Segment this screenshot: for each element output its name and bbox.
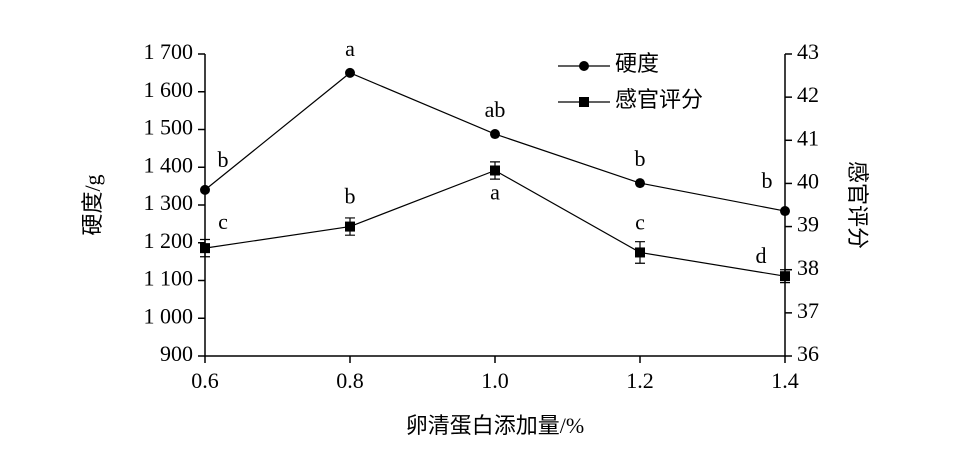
y-tick-label: 1 700 xyxy=(144,39,194,64)
marker xyxy=(200,184,210,195)
significance-label: ab xyxy=(485,97,506,122)
legend-marker xyxy=(579,97,589,107)
y2-tick-label: 38 xyxy=(797,255,819,280)
x-tick-label: 0.6 xyxy=(191,368,219,393)
significance-label: a xyxy=(345,36,355,61)
y-tick-label: 1 100 xyxy=(144,266,194,291)
marker xyxy=(345,67,355,78)
significance-label: d xyxy=(756,243,767,268)
legend-label: 感官评分 xyxy=(615,87,703,112)
y2-tick-label: 42 xyxy=(797,82,819,107)
legend-label: 硬度 xyxy=(615,51,659,76)
marker xyxy=(780,271,790,282)
y2-tick-label: 43 xyxy=(797,39,819,64)
marker xyxy=(345,221,355,232)
marker xyxy=(635,247,645,258)
significance-label: b xyxy=(218,147,229,172)
x-tick-label: 0.8 xyxy=(336,368,364,393)
y2-tick-label: 36 xyxy=(797,341,819,366)
y2-axis-label: 感官评分 xyxy=(845,161,870,249)
y-tick-label: 1 300 xyxy=(144,190,194,215)
y-tick-label: 1 500 xyxy=(144,115,194,140)
y-tick-label: 1 000 xyxy=(144,303,194,328)
marker xyxy=(635,178,645,189)
x-tick-label: 1.4 xyxy=(771,368,799,393)
y2-tick-label: 40 xyxy=(797,168,819,193)
significance-label: c xyxy=(635,210,645,235)
y-axis-label: 硬度/g xyxy=(80,174,105,235)
significance-label: a xyxy=(490,180,500,205)
y-tick-label: 900 xyxy=(160,341,193,366)
marker xyxy=(200,243,210,254)
marker xyxy=(490,129,500,140)
y-tick-label: 1 600 xyxy=(144,77,194,102)
significance-label: b xyxy=(345,184,356,209)
y2-tick-label: 41 xyxy=(797,125,819,150)
significance-label: b xyxy=(762,168,773,193)
y2-tick-label: 39 xyxy=(797,212,819,237)
significance-label: c xyxy=(218,209,228,234)
y-tick-label: 1 200 xyxy=(144,228,194,253)
significance-label: b xyxy=(635,146,646,171)
marker xyxy=(780,206,790,217)
y2-tick-label: 37 xyxy=(797,298,819,323)
legend-marker xyxy=(579,61,589,71)
x-axis-label: 卵清蛋白添加量/% xyxy=(406,413,584,438)
x-tick-label: 1.0 xyxy=(481,368,509,393)
y-tick-label: 1 400 xyxy=(144,152,194,177)
marker xyxy=(490,165,500,176)
x-tick-label: 1.2 xyxy=(626,368,654,393)
